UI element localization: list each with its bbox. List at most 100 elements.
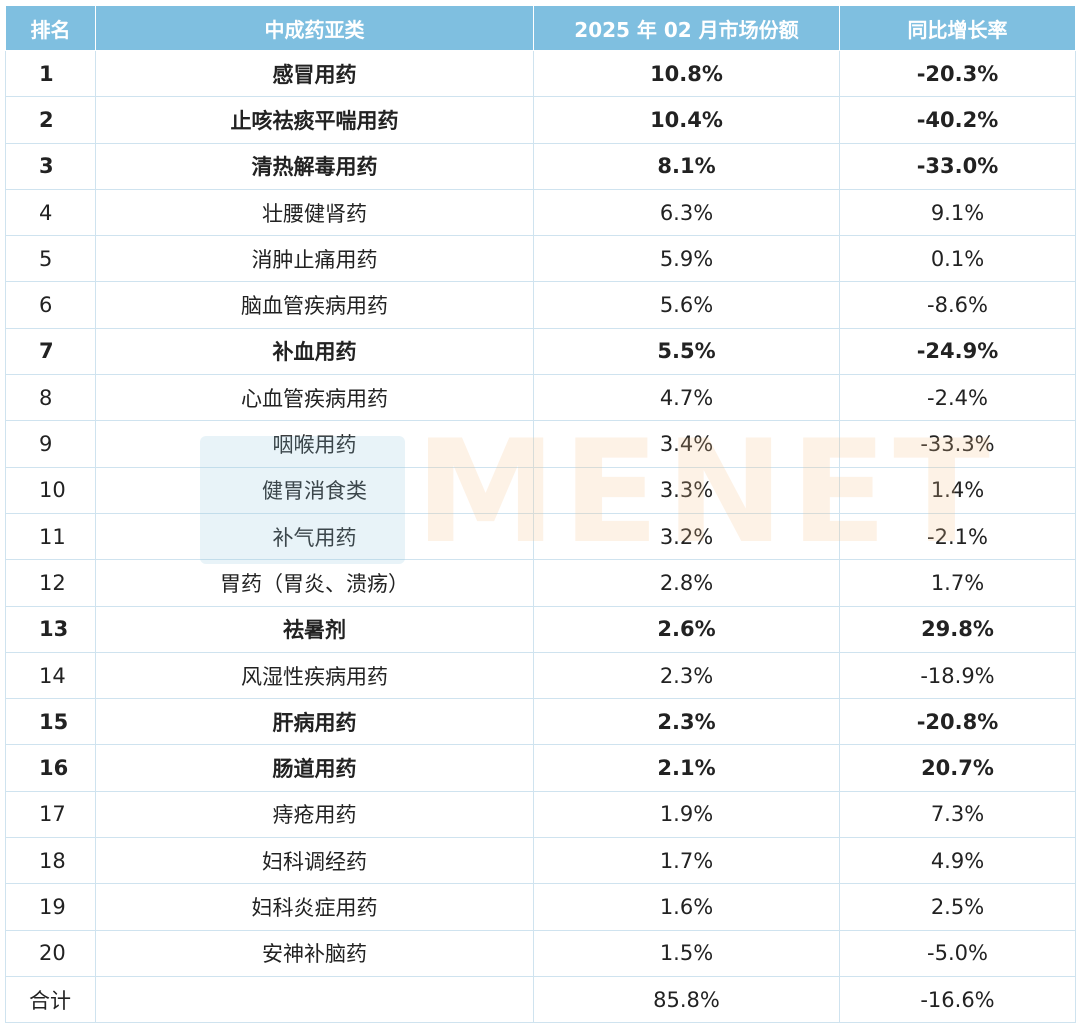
- cell-name: 胃药（胃炎、溃疡）: [95, 559, 534, 607]
- cell-share: 10.8%: [533, 49, 840, 98]
- table-body: 1 感冒用药 10.8% -20.3% 2 止咳祛痰平喘用药 10.4% -40.2% 3 清热解…: [5, 49, 1076, 1024]
- table-row: 15 肝病用药 2.3% -20.8%: [5, 698, 1076, 746]
- cell-growth: -18.9%: [839, 651, 1076, 700]
- cell-growth: -8.6%: [839, 281, 1076, 329]
- cell-rank: 10: [5, 466, 96, 514]
- total-cell-rank: 合计: [5, 975, 96, 1024]
- cell-share: 1.6%: [533, 883, 840, 931]
- table-row: 7 补血用药 5.5% -24.9%: [5, 327, 1076, 376]
- cell-share: 5.5%: [533, 327, 840, 376]
- cell-share: 1.7%: [533, 837, 840, 885]
- table-row: 13 祛暑剂 2.6% 29.8%: [5, 605, 1076, 653]
- table-row: 9 咽喉用药 3.4% -33.3%: [5, 420, 1076, 468]
- cell-growth: -5.0%: [839, 929, 1076, 977]
- cell-growth: -33.3%: [839, 420, 1076, 468]
- cell-rank: 19: [5, 883, 96, 931]
- cell-growth: 0.1%: [839, 235, 1076, 283]
- cell-growth: -20.8%: [839, 698, 1076, 746]
- cell-share: 2.3%: [533, 698, 840, 746]
- table-row: 18 妇科调经药 1.7% 4.9%: [5, 837, 1076, 885]
- cell-name: 妇科调经药: [95, 837, 534, 885]
- cell-rank: 15: [5, 698, 96, 746]
- header-growth: 同比增长率: [839, 5, 1076, 51]
- cell-growth: 4.9%: [839, 837, 1076, 885]
- cell-name: 祛暑剂: [95, 605, 534, 653]
- table-row: 11 补气用药 3.2% -2.1%: [5, 512, 1076, 561]
- cell-share: 2.6%: [533, 605, 840, 653]
- cell-rank: 16: [5, 744, 96, 792]
- cell-name: 风湿性疾病用药: [95, 651, 534, 700]
- table-row: 10 健胃消食类 3.3% 1.4%: [5, 466, 1076, 514]
- cell-growth: 2.5%: [839, 883, 1076, 931]
- cell-name: 妇科炎症用药: [95, 883, 534, 931]
- cell-name: 清热解毒用药: [95, 142, 534, 190]
- cell-name: 痔疮用药: [95, 790, 534, 839]
- table-row: 4 壮腰健肾药 6.3% 9.1%: [5, 188, 1076, 237]
- total-row: 合计 85.8% -16.6%: [5, 975, 1076, 1024]
- table-row: 3 清热解毒用药 8.1% -33.0%: [5, 142, 1076, 190]
- cell-growth: 1.7%: [839, 559, 1076, 607]
- table-row: 17 痔疮用药 1.9% 7.3%: [5, 790, 1076, 839]
- cell-growth: -24.9%: [839, 327, 1076, 376]
- cell-rank: 7: [5, 327, 96, 376]
- table-row: 19 妇科炎症用药 1.6% 2.5%: [5, 883, 1076, 931]
- total-cell-name: [95, 975, 534, 1024]
- cell-rank: 20: [5, 929, 96, 977]
- cell-share: 2.3%: [533, 651, 840, 700]
- cell-name: 止咳祛痰平喘用药: [95, 96, 534, 144]
- cell-share: 2.8%: [533, 559, 840, 607]
- table-row: 6 脑血管疾病用药 5.6% -8.6%: [5, 281, 1076, 329]
- cell-rank: 11: [5, 512, 96, 561]
- cell-rank: 12: [5, 559, 96, 607]
- cell-name: 壮腰健肾药: [95, 188, 534, 237]
- cell-share: 3.4%: [533, 420, 840, 468]
- cell-name: 补血用药: [95, 327, 534, 376]
- cell-rank: 5: [5, 235, 96, 283]
- cell-growth: -2.1%: [839, 512, 1076, 561]
- cell-growth: -40.2%: [839, 96, 1076, 144]
- cell-rank: 2: [5, 96, 96, 144]
- cell-name: 消肿止痛用药: [95, 235, 534, 283]
- cell-growth: 7.3%: [839, 790, 1076, 839]
- cell-share: 2.1%: [533, 744, 840, 792]
- cell-growth: 9.1%: [839, 188, 1076, 237]
- cell-share: 3.2%: [533, 512, 840, 561]
- table-row: 14 风湿性疾病用药 2.3% -18.9%: [5, 651, 1076, 700]
- table-row: 8 心血管疾病用药 4.7% -2.4%: [5, 374, 1076, 422]
- cell-rank: 8: [5, 374, 96, 422]
- cell-growth: -33.0%: [839, 142, 1076, 190]
- cell-name: 肝病用药: [95, 698, 534, 746]
- ranking-table: 排名 中成药亚类 2025 年 02 月市场份额 同比增长率 1 感冒用药 10.8…: [5, 5, 1076, 1024]
- cell-rank: 18: [5, 837, 96, 885]
- cell-share: 5.9%: [533, 235, 840, 283]
- cell-share: 5.6%: [533, 281, 840, 329]
- cell-rank: 13: [5, 605, 96, 653]
- table-row: 2 止咳祛痰平喘用药 10.4% -40.2%: [5, 96, 1076, 144]
- cell-rank: 3: [5, 142, 96, 190]
- cell-growth: -20.3%: [839, 49, 1076, 98]
- cell-name: 心血管疾病用药: [95, 374, 534, 422]
- table-row: 12 胃药（胃炎、溃疡） 2.8% 1.7%: [5, 559, 1076, 607]
- header-rank: 排名: [5, 5, 96, 51]
- cell-growth: -2.4%: [839, 374, 1076, 422]
- cell-share: 4.7%: [533, 374, 840, 422]
- cell-rank: 17: [5, 790, 96, 839]
- total-cell-share: 85.8%: [533, 975, 840, 1024]
- cell-rank: 9: [5, 420, 96, 468]
- total-cell-growth: -16.6%: [839, 975, 1076, 1024]
- cell-growth: 20.7%: [839, 744, 1076, 792]
- cell-name: 安神补脑药: [95, 929, 534, 977]
- cell-share: 1.5%: [533, 929, 840, 977]
- cell-share: 8.1%: [533, 142, 840, 190]
- cell-rank: 14: [5, 651, 96, 700]
- cell-name: 脑血管疾病用药: [95, 281, 534, 329]
- cell-name: 感冒用药: [95, 49, 534, 98]
- header-name: 中成药亚类: [95, 5, 534, 51]
- cell-rank: 1: [5, 49, 96, 98]
- header-row: 排名 中成药亚类 2025 年 02 月市场份额 同比增长率: [5, 5, 1076, 51]
- cell-share: 10.4%: [533, 96, 840, 144]
- cell-share: 3.3%: [533, 466, 840, 514]
- table-row: 5 消肿止痛用药 5.9% 0.1%: [5, 235, 1076, 283]
- table-row: 1 感冒用药 10.8% -20.3%: [5, 49, 1076, 98]
- cell-name: 肠道用药: [95, 744, 534, 792]
